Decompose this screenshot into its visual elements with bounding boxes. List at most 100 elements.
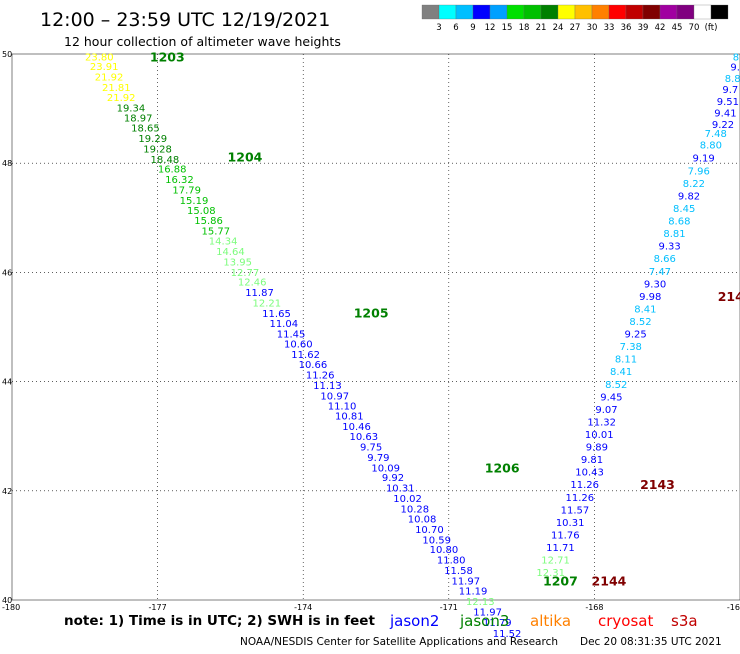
swh-value: 10.70 (415, 525, 444, 536)
swh-value: 19.28 (143, 144, 172, 155)
swh-value: 11.97 (473, 607, 502, 618)
swh-value: 18.97 (124, 113, 153, 124)
swh-value: 16.88 (158, 165, 187, 176)
colorbar-label: 42 (655, 23, 666, 33)
swh-value: 11.26 (570, 480, 599, 491)
swh-value: 11.71 (546, 543, 575, 554)
swh-value: 11.26 (306, 371, 335, 382)
swh-value: 8.22 (683, 179, 705, 190)
swh-value: 10.81 (335, 411, 364, 422)
colorbar-label: 36 (621, 23, 632, 33)
swh-value: 8.41 (634, 304, 656, 315)
x-tick-label: -16 (727, 603, 740, 612)
colorbar-label: 39 (638, 23, 649, 33)
track-label: 1203 (150, 50, 185, 65)
swh-value: 9.41 (714, 108, 736, 119)
swh-value: 18.65 (131, 124, 160, 135)
swh-value: 11.57 (561, 505, 590, 516)
swh-value: 10.28 (401, 504, 430, 515)
colorbar-swatch (642, 4, 661, 20)
y-tick-label: 44 (2, 378, 12, 387)
colorbar-label: 15 (502, 23, 513, 33)
swh-value: 19.34 (117, 104, 146, 115)
swh-value: 23.80 (85, 53, 114, 64)
swh-value: 8.8 (725, 74, 740, 85)
legend-entry: jason3 (459, 612, 509, 630)
y-tick-label: 48 (2, 159, 12, 168)
colorbar-swatch (659, 4, 678, 20)
swh-value: 9.89 (586, 443, 608, 454)
swh-value: 10.09 (371, 463, 400, 474)
swh-value: 15.08 (187, 206, 216, 217)
swh-value: 17.79 (172, 185, 201, 196)
colorbar-label: 30 (587, 23, 598, 33)
colorbar-swatch (710, 4, 729, 20)
swh-value: 11.76 (551, 530, 580, 541)
swh-value: 9.51 (717, 97, 739, 108)
swh-value: 8.45 (673, 204, 695, 215)
colorbar-swatch (455, 4, 474, 20)
swh-value: 10.97 (320, 391, 349, 402)
swh-value: 11.19 (459, 587, 488, 598)
track-label: 2143 (640, 477, 675, 492)
swh-value: 7.47 (649, 267, 671, 278)
colorbar-swatch (676, 4, 695, 20)
x-tick-label: -174 (294, 603, 312, 612)
swh-value: 11.52 (493, 629, 522, 640)
footer-note: note: 1) Time is in UTC; 2) SWH is in fe… (64, 613, 375, 629)
swh-value: 8.80 (700, 141, 722, 152)
swh-value: 11.62 (291, 350, 320, 361)
y-tick-label: 50 (2, 50, 12, 59)
colorbar-swatch (574, 4, 593, 20)
footer-credit: NOAA/NESDIS Center for Satellite Applica… (240, 636, 558, 648)
track-label: 2144 (592, 573, 627, 588)
colorbar-swatch (438, 4, 457, 20)
swh-value: 10.02 (393, 494, 422, 505)
swh-value: 23.91 (90, 62, 119, 73)
swh-value: 10.46 (342, 422, 371, 433)
swh-value: 9.45 (600, 392, 622, 403)
swh-value: 12.77 (231, 268, 260, 279)
swh-value: 10.31 (386, 484, 415, 495)
swh-value: 9.7 (722, 85, 738, 96)
swh-value: 11.45 (277, 330, 306, 341)
swh-value: 21.92 (95, 72, 124, 83)
swh-value: 21.81 (102, 83, 131, 94)
colorbar-label: 33 (604, 23, 615, 33)
y-tick-label: 46 (2, 268, 12, 277)
swh-value: 7.38 (620, 342, 642, 353)
swh-value: 11.32 (587, 417, 616, 428)
swh-value: 11.04 (269, 319, 298, 330)
x-tick-label: -171 (440, 603, 458, 612)
chart-subtitle: 12 hour collection of altimeter wave hei… (64, 34, 341, 49)
x-tick-label: -168 (585, 603, 603, 612)
colorbar-swatch (693, 4, 712, 20)
colorbar-swatch (506, 4, 525, 20)
colorbar-swatch (489, 4, 508, 20)
swh-value: 11.10 (328, 402, 357, 413)
swh-value: 11.79 (483, 618, 512, 629)
x-tick-label: -177 (149, 603, 167, 612)
swh-value: 11.97 (451, 576, 480, 587)
swh-value: 19.29 (138, 134, 167, 145)
legend-entry: altika (530, 612, 571, 630)
swh-value: 8.68 (668, 217, 690, 228)
colorbar-swatch (523, 4, 542, 20)
colorbar-label: 27 (570, 23, 581, 33)
swh-value: 8.81 (663, 229, 685, 240)
colorbar-swatch (421, 4, 440, 20)
y-tick-label: 40 (2, 596, 12, 605)
swh-value: 10.63 (350, 432, 379, 443)
y-tick-label: 42 (2, 487, 12, 496)
swh-value: 18.48 (151, 155, 180, 166)
swh-value: 10.08 (408, 515, 437, 526)
swh-value: 9.19 (692, 154, 714, 165)
swh-value: 8.41 (610, 367, 632, 378)
colorbar-label: 70 (689, 23, 700, 33)
swh-value: 8.52 (629, 317, 651, 328)
swh-value: 10.59 (422, 535, 451, 546)
swh-value: 10.66 (299, 360, 328, 371)
track-label: 1205 (354, 305, 389, 320)
